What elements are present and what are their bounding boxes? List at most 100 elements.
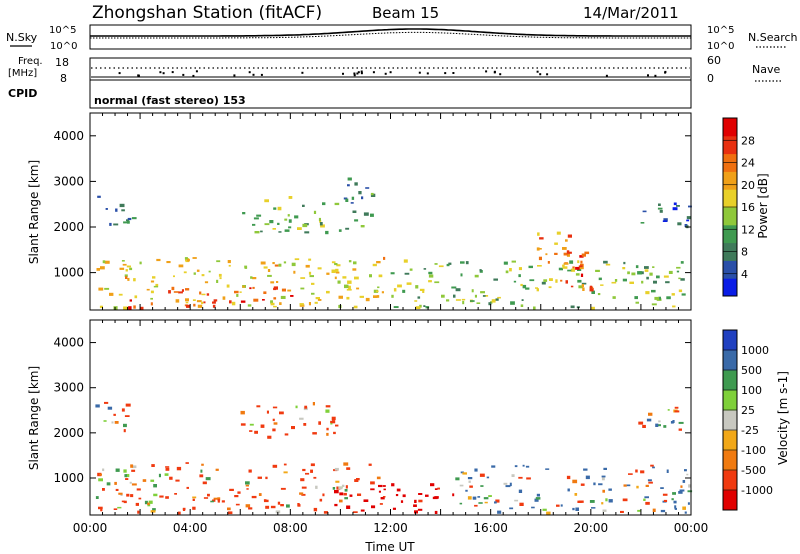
heatmap-cell <box>365 297 370 302</box>
heatmap-cell <box>151 464 155 467</box>
heatmap-cell <box>622 278 627 282</box>
heatmap-cell <box>273 207 277 210</box>
heatmap-cell <box>493 278 498 281</box>
colorbar-swatch <box>723 189 737 208</box>
station-title: Zhongshan Station (fitACF) <box>92 3 322 23</box>
heatmap-cell <box>518 267 522 271</box>
heatmap-cell <box>651 289 656 293</box>
heatmap-cell <box>95 404 100 408</box>
heatmap-cell <box>212 499 216 502</box>
heatmap-cell <box>674 406 679 409</box>
heatmap-cell <box>684 511 687 514</box>
heatmap-cell <box>672 492 676 495</box>
freq-dot <box>452 72 455 74</box>
heatmap-cell <box>477 496 481 498</box>
heatmap-cell <box>380 497 385 500</box>
heatmap-cell <box>638 421 644 425</box>
colorbar-swatch <box>723 224 737 244</box>
power-panel: 1000 2000 3000 4000 Slant Range [km] <box>27 112 692 311</box>
heatmap-cell <box>680 485 683 488</box>
heatmap-cell <box>347 184 350 187</box>
freq-tick-bottom: 8 <box>60 72 67 85</box>
heatmap-cell <box>99 473 102 476</box>
heatmap-cell <box>330 420 334 424</box>
heatmap-cell <box>589 500 595 503</box>
heatmap-cell <box>325 409 330 413</box>
heatmap-cell <box>123 221 128 224</box>
heatmap-cell <box>682 480 686 483</box>
heatmap-cell <box>460 471 464 474</box>
heatmap-cell <box>288 219 292 223</box>
heatmap-cell <box>254 430 258 434</box>
heatmap-cell <box>318 421 321 425</box>
heatmap-cell <box>603 260 608 264</box>
heatmap-cell <box>620 510 624 513</box>
heatmap-cell <box>245 484 249 487</box>
heatmap-cell <box>566 475 571 480</box>
heatmap-cell <box>645 501 650 505</box>
heatmap-cell <box>272 228 276 230</box>
colorbar-tick-label: 8 <box>741 246 748 259</box>
heatmap-cell <box>676 270 680 273</box>
heatmap-cell <box>418 499 423 503</box>
heatmap-cell <box>288 226 292 229</box>
heatmap-cell <box>264 499 269 503</box>
heatmap-cell <box>334 467 339 471</box>
heatmap-cell <box>147 503 151 507</box>
heatmap-cell <box>212 304 216 308</box>
freq-dot <box>546 73 549 76</box>
freq-dot <box>360 70 363 73</box>
xtick-label: 08:00 <box>273 521 308 535</box>
heatmap-cell <box>415 306 421 310</box>
freq-dot <box>342 72 344 75</box>
heatmap-cell <box>119 203 125 208</box>
heatmap-cell <box>635 469 638 473</box>
heatmap-cell <box>185 288 190 291</box>
heatmap-cell <box>256 405 261 408</box>
heatmap-cell <box>139 261 142 265</box>
heatmap-cell <box>213 497 219 500</box>
heatmap-cell <box>344 489 348 492</box>
heatmap-cell <box>545 468 550 470</box>
heatmap-cell <box>354 219 359 222</box>
heatmap-cell <box>511 260 516 263</box>
heatmap-cell <box>134 295 138 299</box>
heatmap-cell <box>549 278 553 281</box>
heatmap-cell <box>510 301 515 305</box>
heatmap-cell <box>479 269 482 272</box>
heatmap-cell <box>635 265 639 269</box>
heatmap-cell <box>142 479 147 482</box>
ytick-label: 4000 <box>53 336 84 350</box>
heatmap-cell <box>168 290 171 294</box>
heatmap-cell <box>218 273 222 277</box>
heatmap-cell <box>302 468 306 472</box>
heatmap-cell <box>671 498 674 501</box>
heatmap-cell <box>216 279 219 283</box>
heatmap-cell <box>219 277 222 280</box>
heatmap-cell <box>338 304 342 309</box>
heatmap-cell <box>566 250 570 254</box>
heatmap-cell <box>680 278 685 281</box>
colorbar-swatch <box>723 171 737 190</box>
heatmap-cell <box>452 493 455 497</box>
heatmap-cell <box>518 476 523 479</box>
heatmap-cell <box>187 258 190 262</box>
heatmap-cell <box>269 220 274 224</box>
heatmap-cell <box>126 493 130 497</box>
heatmap-cell <box>584 251 590 255</box>
heatmap-cell <box>319 220 322 223</box>
heatmap-cell <box>647 479 652 482</box>
heatmap-cell <box>472 496 477 500</box>
heatmap-cell <box>326 427 329 431</box>
heatmap-cell <box>646 276 649 280</box>
heatmap-cell <box>578 285 583 289</box>
heatmap-cell <box>254 231 260 234</box>
heatmap-cell <box>322 493 325 497</box>
heatmap-cell <box>314 301 318 304</box>
heatmap-cell <box>572 507 575 511</box>
heatmap-cell <box>688 484 691 488</box>
heatmap-cell <box>601 502 604 505</box>
heatmap-cell <box>183 271 187 274</box>
heatmap-cell <box>303 423 307 426</box>
heatmap-cell <box>521 299 524 301</box>
